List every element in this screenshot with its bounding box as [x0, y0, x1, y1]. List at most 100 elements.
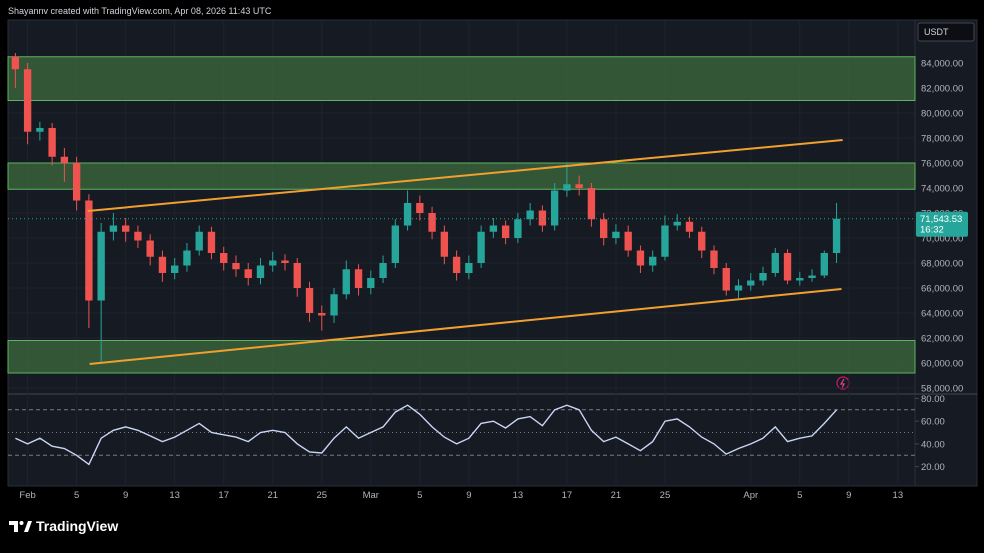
candle-body — [367, 278, 375, 288]
header: Shayannv created with TradingView.com, A… — [8, 6, 272, 16]
x-tick-label: 5 — [74, 490, 79, 501]
candle-body — [649, 256, 657, 266]
rsi-tick-label: 80.00 — [921, 394, 945, 405]
candle-body — [820, 253, 828, 276]
countdown: 16:32 — [920, 225, 944, 236]
x-tick-label: Apr — [743, 490, 758, 501]
x-tick-label: 13 — [513, 490, 524, 501]
x-tick-label: 25 — [316, 490, 327, 501]
candle-body — [244, 269, 252, 278]
x-tick-label: 13 — [169, 490, 180, 501]
last-price-box — [916, 211, 968, 237]
candle-body — [342, 269, 350, 295]
candle-body — [538, 210, 547, 226]
candle-body — [428, 213, 436, 232]
y-tick-label: 80,000.00 — [921, 109, 963, 120]
x-tick-label: 21 — [611, 490, 622, 501]
candle-body — [195, 231, 203, 251]
currency: USDT — [924, 27, 949, 37]
candle-body — [673, 221, 681, 226]
y-tick-label: 64,000.00 — [921, 309, 963, 320]
rsi-line — [15, 404, 838, 466]
y-tick-label: 84,000.00 — [921, 59, 963, 70]
candle-body — [808, 275, 816, 278]
x-tick-label: 5 — [417, 490, 422, 501]
candle-body — [783, 253, 792, 281]
candle-body — [207, 231, 216, 253]
candle-body — [379, 263, 387, 278]
candle-body — [575, 184, 583, 188]
rsi-tick-label: 40.00 — [921, 439, 945, 450]
y-tick-label: 76,000.00 — [921, 159, 963, 170]
candle-body — [563, 184, 571, 191]
x-tick-label: 9 — [466, 490, 471, 501]
y-tick-label: 60,000.00 — [921, 359, 963, 370]
candle-body — [526, 210, 534, 220]
candle-body — [293, 263, 301, 288]
candle-body — [489, 225, 498, 232]
candle-body — [391, 225, 399, 263]
candle-body — [48, 128, 56, 157]
candle-body — [514, 219, 522, 238]
candle-body — [771, 253, 779, 273]
candle-body — [698, 231, 706, 251]
x-tick-label: 5 — [797, 490, 802, 501]
y-tick-label: 68,000.00 — [921, 259, 963, 270]
candle-body — [710, 250, 718, 268]
brand: TradingView — [36, 518, 118, 534]
candle-body — [600, 219, 608, 238]
candle-body — [796, 278, 804, 281]
candle-body — [232, 263, 240, 270]
candle-body — [501, 225, 510, 238]
candle-body — [97, 231, 105, 301]
logo-slash — [24, 521, 32, 532]
logo — [9, 521, 32, 532]
candle-body — [23, 69, 32, 132]
y-tick-label: 58,000.00 — [921, 384, 963, 395]
zone — [7, 56, 916, 101]
candle-body — [403, 203, 412, 226]
trendline — [89, 288, 842, 365]
candle-body — [220, 253, 228, 263]
candle-body — [416, 203, 424, 213]
alert-bolt — [839, 378, 845, 389]
candle-body — [624, 231, 632, 251]
candle-body — [452, 256, 461, 273]
candle-body — [440, 231, 449, 257]
candle-body — [146, 240, 154, 257]
x-tick-label: 25 — [660, 490, 671, 501]
candle-body — [305, 288, 314, 313]
logo-mark — [9, 521, 18, 532]
x-tick-label: 13 — [893, 490, 904, 501]
candle-body — [832, 218, 841, 253]
trendline — [87, 139, 843, 212]
last-price-label: 71,543.53 — [920, 214, 962, 225]
x-tick-label: 9 — [846, 490, 851, 501]
candle-body — [747, 280, 755, 286]
candle-body — [612, 231, 620, 238]
candle-body — [477, 231, 485, 263]
candle-body — [158, 256, 167, 273]
candle-body — [685, 221, 694, 232]
candle-body — [465, 263, 473, 273]
candle-body — [36, 128, 44, 132]
x-tick-label: 9 — [123, 490, 128, 501]
zone — [7, 340, 916, 374]
y-tick-label: 62,000.00 — [921, 334, 963, 345]
candle-body — [171, 265, 179, 273]
candle-body — [109, 225, 118, 232]
candle-body — [121, 225, 130, 232]
candle-body — [60, 156, 69, 163]
candle-body — [354, 269, 363, 288]
candle-body — [72, 163, 81, 201]
candle-body — [183, 250, 191, 266]
candle-body — [85, 200, 93, 301]
y-tick-label: 82,000.00 — [921, 84, 963, 95]
candle-body — [330, 294, 338, 316]
y-tick-label: 78,000.00 — [921, 134, 963, 145]
candle-body — [11, 56, 20, 70]
x-tick-label: 21 — [267, 490, 278, 501]
y-tick-label: 74,000.00 — [921, 184, 963, 195]
candle-body — [269, 260, 277, 266]
